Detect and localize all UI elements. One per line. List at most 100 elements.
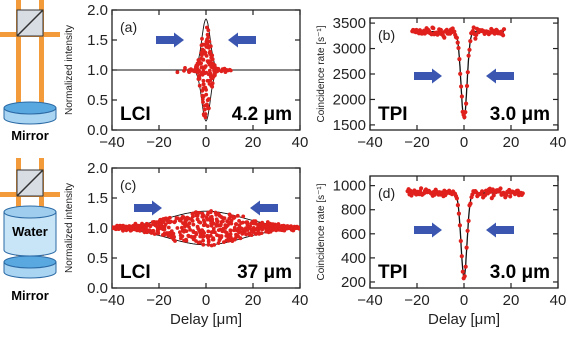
data-point [208,51,213,56]
data-point [175,70,180,75]
data-point [194,239,198,243]
data-point [218,227,223,232]
method-label: TPI [378,104,408,125]
chart-panel-d: −40 −20 0 20 40 200 400 600 800 1000 Coincidence r… [316,175,566,328]
x-tick-label: −40 [357,134,382,151]
device-schematic-bottom: Water Mirror [0,158,60,303]
data-point [239,221,244,225]
data-point [247,231,251,236]
y-tick-label: 3500 [333,15,366,32]
data-point [166,225,171,230]
method-label: LCI [120,262,151,283]
mirror-bottom-body-icon [3,261,57,279]
data-point [180,228,185,233]
data-point [454,196,459,201]
data-point [181,215,186,220]
data-point [169,229,174,234]
data-point [202,107,207,112]
data-point [199,230,204,234]
data-point [186,234,191,239]
data-point [200,211,205,216]
data-point [194,213,199,218]
data-point [465,70,470,75]
data-point [187,225,191,229]
data-point [466,218,471,223]
data-point [208,59,213,64]
data-point [520,191,525,196]
data-point [250,228,255,233]
data-point [219,235,224,240]
data-point [206,28,211,33]
device-schematic-top: Mirror [0,0,60,143]
data-point [480,189,485,194]
data-point [228,232,233,237]
data-point [463,264,468,269]
data-point [197,210,202,215]
data-point [197,83,202,88]
data-point [216,241,221,246]
data-point [226,235,231,239]
arrow-left-icon [250,200,278,216]
x-tick-label: 20 [245,134,262,151]
data-point [212,73,217,77]
x-tick-label: −20 [404,292,429,309]
data-point [217,238,222,243]
data-layer-b [410,25,507,120]
data-point [176,216,180,221]
data-point [211,230,216,234]
beam-vertical-right [39,0,44,104]
data-point [258,222,263,227]
data-point [419,186,424,191]
data-point [140,221,144,226]
data-point [268,229,273,234]
envelope-lower [112,69,300,122]
data-point [210,237,215,242]
arrow-right-icon [156,32,184,48]
data-point [152,232,157,236]
method-label: TPI [378,262,408,283]
data-point [198,234,203,239]
data-point [212,68,217,72]
y-tick-label: 800 [341,202,366,219]
data-point [205,98,210,103]
data-point [203,71,207,75]
data-point [465,228,470,233]
data-point [206,72,211,77]
data-point [206,106,210,111]
y-tick-label: 0.5 [87,250,108,267]
data-point [452,29,457,34]
data-point [265,227,270,232]
x-tick-label: 40 [292,292,309,309]
method-label: LCI [120,104,151,125]
arrow-right-icon [414,222,442,238]
data-point [152,220,156,224]
data-point [178,230,182,235]
data-point [228,228,233,233]
data-point [193,68,198,72]
data-point [199,43,204,48]
data-point [200,89,205,93]
y-tick-label: 600 [341,226,366,243]
data-point [473,36,478,41]
data-point [471,25,476,30]
data-point [182,222,187,227]
data-point [206,238,211,242]
data-point [457,223,462,228]
x-tick-label: 0 [202,292,210,309]
data-point [161,220,166,225]
mirror-label-bottom: Mirror [11,288,49,303]
x-tick-label: 0 [460,134,468,151]
x-tick-label: 40 [550,134,567,151]
data-point [271,222,275,227]
data-point [457,57,462,62]
data-point [173,219,178,224]
data-point [208,63,213,67]
data-point [459,84,464,89]
data-point [210,81,215,86]
y-tick-label: 2.0 [87,2,108,19]
arrow-left-icon [486,222,514,238]
data-point [201,100,205,104]
data-point [155,229,160,234]
data-point [285,224,290,229]
